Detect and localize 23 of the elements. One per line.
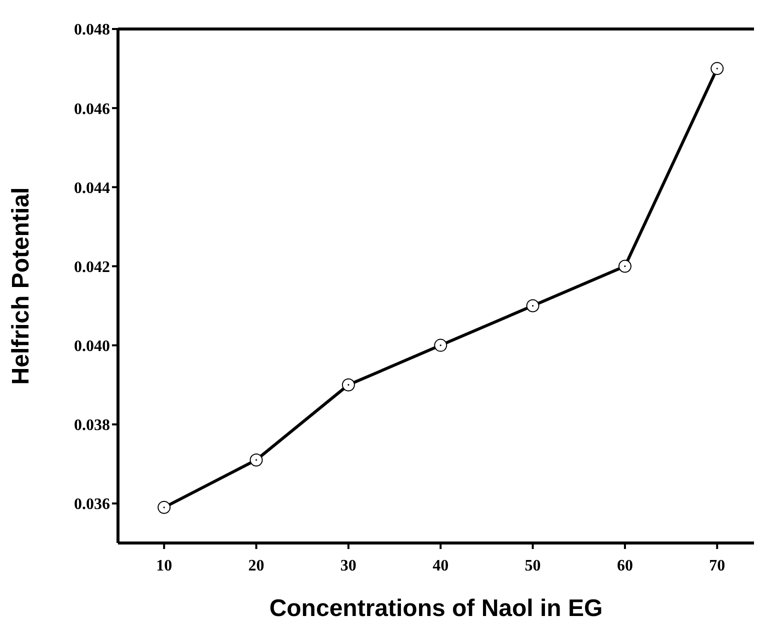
y-tick-label: 0.038 bbox=[74, 417, 110, 434]
x-tick-label: 70 bbox=[709, 557, 726, 574]
point bbox=[158, 500, 171, 514]
y-tick-label: 0.046 bbox=[74, 100, 110, 118]
x-tick-label: 20 bbox=[248, 557, 264, 574]
y-tick-label: 0.042 bbox=[74, 258, 110, 276]
x-axis-title: Concentrations of Naol in EG bbox=[269, 595, 603, 622]
x-tick-label: 10 bbox=[156, 557, 172, 574]
point bbox=[342, 378, 355, 392]
point bbox=[250, 453, 263, 466]
point bbox=[526, 299, 540, 312]
y-tick-label: 0.040 bbox=[74, 338, 110, 355]
point bbox=[618, 260, 632, 273]
y-tick-label: 0.044 bbox=[74, 180, 110, 197]
y-tick-label: 0.036 bbox=[74, 496, 110, 514]
x-tick-label: 40 bbox=[432, 557, 449, 574]
x-tick-label: 60 bbox=[616, 557, 633, 574]
y-tick-label: 0.048 bbox=[74, 22, 110, 39]
point bbox=[710, 62, 724, 76]
point bbox=[434, 338, 448, 352]
x-tick-label: 30 bbox=[340, 557, 356, 574]
y-axis-title: Helfrich Potential bbox=[8, 187, 35, 385]
x-tick-label: 50 bbox=[524, 557, 541, 574]
